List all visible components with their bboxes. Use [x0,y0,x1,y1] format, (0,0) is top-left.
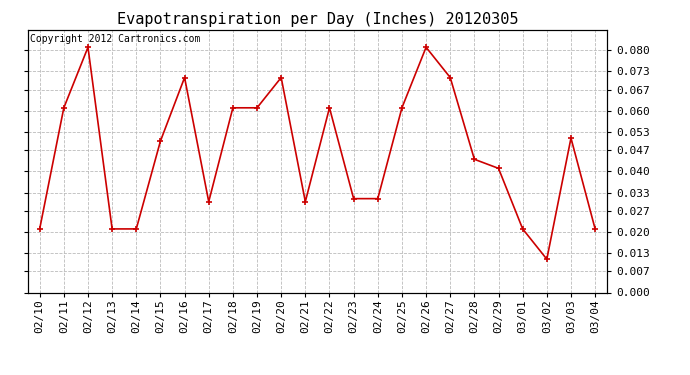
Title: Evapotranspiration per Day (Inches) 20120305: Evapotranspiration per Day (Inches) 2012… [117,12,518,27]
Text: Copyright 2012 Cartronics.com: Copyright 2012 Cartronics.com [30,34,201,44]
